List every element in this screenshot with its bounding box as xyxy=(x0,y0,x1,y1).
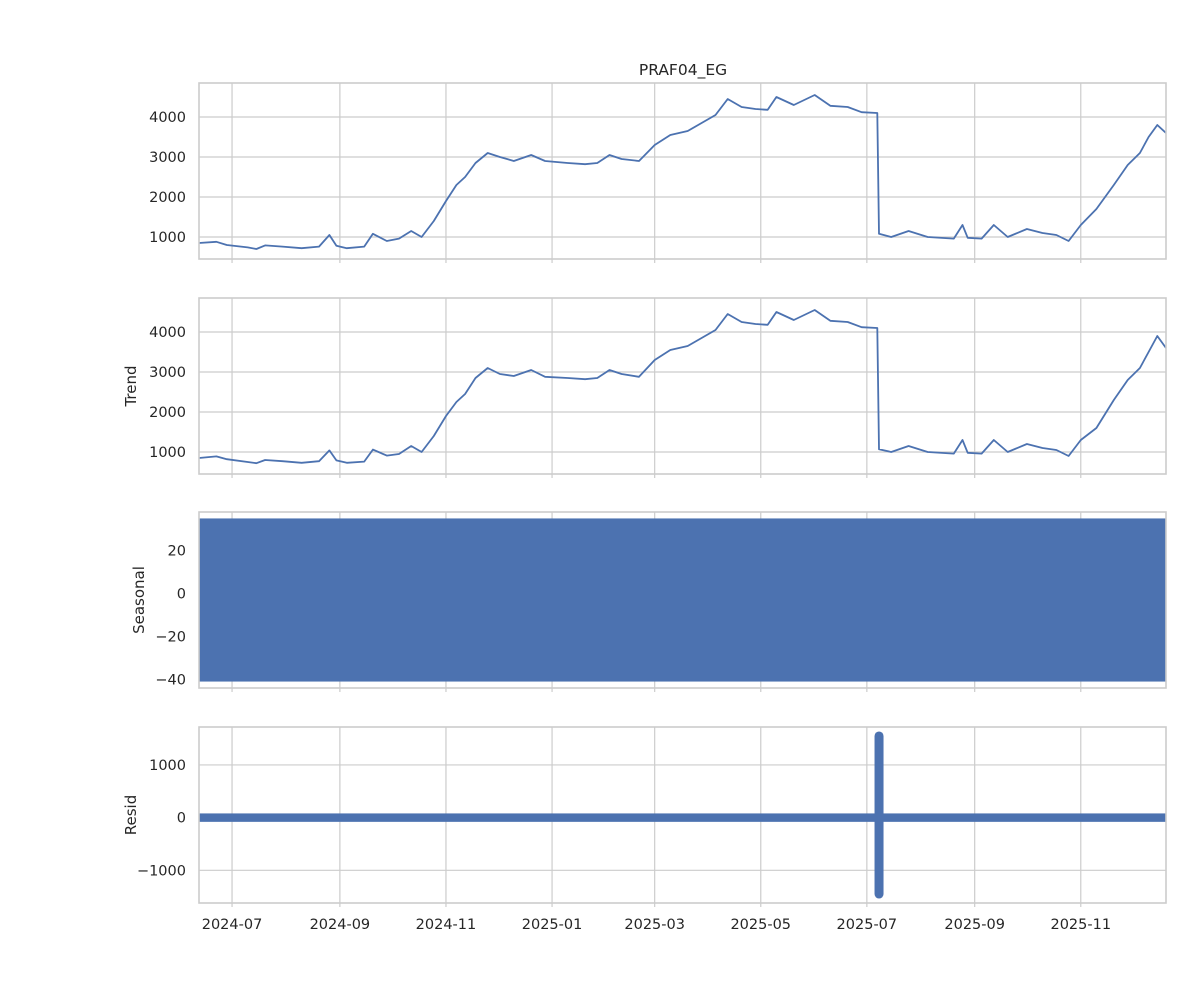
panel-resid: −1000 0 1000 Resid xyxy=(122,726,1167,907)
x-tick-label: 2025-01 xyxy=(522,917,583,933)
x-tick-label: 2025-09 xyxy=(944,917,1005,933)
panel-frame xyxy=(198,297,1167,475)
x-tick-label: 2025-11 xyxy=(1050,917,1111,933)
y-tick-label: 1000 xyxy=(149,758,186,774)
trend-line xyxy=(198,309,1167,465)
panel-frame xyxy=(198,511,1167,689)
y-tick-label: 4000 xyxy=(149,110,186,126)
y-tick-label: 2000 xyxy=(149,405,186,421)
x-tick-label: 2025-03 xyxy=(624,917,685,933)
y-tick-label: −1000 xyxy=(137,863,186,879)
y-tick-label: 3000 xyxy=(149,365,186,381)
y-tick-label: 20 xyxy=(168,544,186,560)
y-tick-label: 3000 xyxy=(149,150,186,166)
seasonal-band xyxy=(199,518,1166,682)
panel-observed: 1000 2000 3000 4000 xyxy=(149,82,1167,263)
x-tick-label: 2025-05 xyxy=(730,917,791,933)
panel-frame xyxy=(198,726,1167,904)
y-tick-label: 1000 xyxy=(149,230,186,246)
x-tick-label: 2024-09 xyxy=(310,917,371,933)
y-tick-label: −40 xyxy=(155,672,186,688)
y-tick-label: 0 xyxy=(177,587,186,603)
y-tick-label: 4000 xyxy=(149,325,186,341)
y-axis-label-resid: Resid xyxy=(122,795,140,835)
panel-seasonal: −40 −20 0 20 Seasonal xyxy=(130,511,1167,692)
y-tick-label: 1000 xyxy=(149,445,186,461)
y-tick-label: 2000 xyxy=(149,190,186,206)
y-tick-label: 0 xyxy=(177,811,186,827)
y-axis-label-seasonal: Seasonal xyxy=(130,566,148,634)
y-tick-label: −20 xyxy=(155,629,186,645)
observed-line xyxy=(198,94,1167,250)
x-tick-label: 2024-11 xyxy=(416,917,477,933)
panel-trend: 1000 2000 3000 4000 Trend xyxy=(122,297,1167,478)
panel-frame xyxy=(198,82,1167,260)
chart-title: PRAF04_EG xyxy=(639,61,727,80)
x-tick-label: 2025-07 xyxy=(837,917,898,933)
resid-band xyxy=(199,813,1166,822)
y-axis-label-trend: Trend xyxy=(122,365,140,407)
x-tick-label: 2024-07 xyxy=(202,917,263,933)
